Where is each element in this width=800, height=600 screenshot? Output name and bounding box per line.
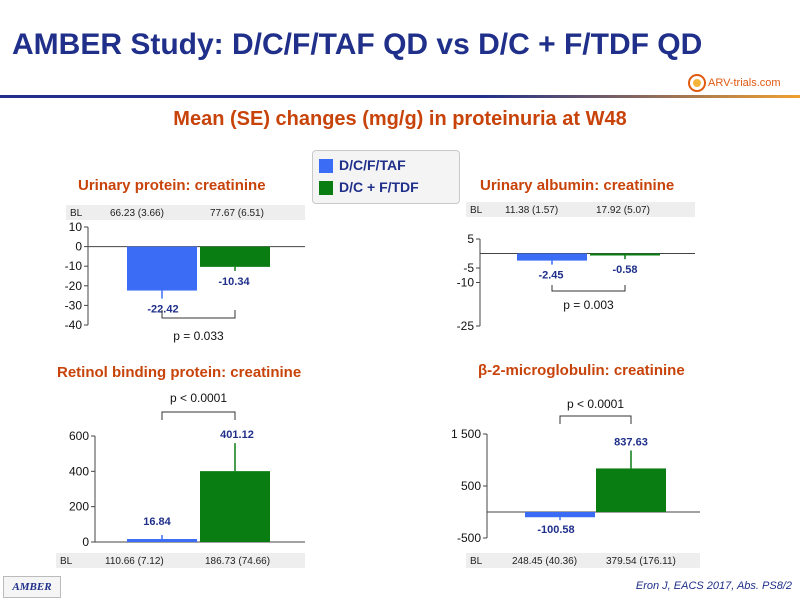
legend-label-tdf: D/C + F/TDF [339, 179, 419, 195]
panel-title-retinol: Retinol binding protein: creatinine [57, 364, 302, 381]
bar-taf [525, 512, 595, 518]
y-tick-label: 0 [82, 535, 89, 549]
y-tick-label: -5 [463, 261, 474, 275]
p-value-bracket [559, 415, 632, 424]
logo-icon [688, 74, 706, 92]
y-tick-label: -10 [65, 259, 83, 273]
baseline-value: 66.23 (3.66) [110, 208, 164, 219]
baseline-value: 110.66 (7.12) [105, 556, 164, 567]
y-tick-label: 200 [69, 500, 89, 514]
value-label: 401.12 [220, 429, 254, 441]
p-value: p < 0.0001 [170, 391, 227, 405]
y-tick-label: -25 [457, 319, 475, 333]
legend-label-taf: D/C/F/TAF [339, 157, 406, 173]
legend-item-tdf: D/C + F/TDF [319, 179, 419, 196]
y-tick-label: 10 [69, 220, 83, 234]
legend-swatch-taf [319, 159, 333, 174]
baseline-label: BL [60, 556, 73, 567]
panel-title-urinary-protein: Urinary protein: creatinine [78, 177, 266, 194]
bar-tdf [596, 468, 666, 512]
y-tick-label: 1 500 [451, 427, 481, 441]
bar-tdf [200, 246, 270, 267]
legend: D/C/F/TAF D/C + F/TDF [312, 150, 460, 204]
p-value: p = 0.003 [563, 298, 614, 312]
value-label: -10.34 [218, 276, 250, 288]
value-label: -0.58 [612, 264, 637, 276]
p-value-bracket [161, 310, 236, 319]
baseline-value: 379.54 (176.11) [606, 556, 676, 567]
y-tick-label: 0 [75, 240, 82, 254]
value-label: 16.84 [143, 516, 171, 528]
value-label: -100.58 [537, 524, 574, 536]
value-label: -2.45 [538, 270, 563, 282]
bar-taf [517, 253, 587, 261]
value-label: 837.63 [614, 436, 648, 448]
y-tick-label: -20 [65, 279, 83, 293]
bar-tdf [200, 471, 270, 542]
title-divider [0, 95, 800, 98]
baseline-value: 77.67 (6.51) [210, 208, 264, 219]
logo-text: ARV-trials.com [708, 76, 781, 89]
y-tick-label: -10 [457, 276, 475, 290]
baseline-value: 11.38 (1.57) [505, 205, 558, 216]
p-value: p < 0.0001 [567, 397, 624, 411]
y-tick-label: 5 [467, 232, 474, 246]
baseline-value: 186.73 (74.66) [205, 556, 270, 567]
baseline-row-bg-0 [66, 205, 305, 220]
p-value-bracket [551, 285, 626, 292]
y-tick-label: -40 [65, 318, 83, 332]
p-value-bracket [161, 411, 236, 420]
bar-tdf [590, 253, 660, 256]
baseline-row-bg-3 [466, 553, 700, 568]
y-tick-label: -500 [457, 531, 481, 545]
legend-swatch-tdf [319, 181, 333, 196]
value-label: -22.42 [147, 304, 178, 316]
p-value: p = 0.033 [173, 329, 224, 343]
panel-title-b2m: β-2-microglobulin: creatinine [478, 362, 685, 379]
y-tick-label: 400 [69, 464, 89, 478]
legend-item-taf: D/C/F/TAF [319, 157, 406, 174]
slide-title: AMBER Study: D/C/F/TAF QD vs D/C + F/TDF… [12, 28, 703, 61]
baseline-value: 17.92 (5.07) [596, 205, 650, 216]
baseline-row-bg-1 [466, 202, 695, 217]
arv-trials-logo: ARV-trials.com [688, 74, 781, 92]
footer-citation: Eron J, EACS 2017, Abs. PS8/2 [635, 580, 792, 592]
footer-study-badge: AMBER [3, 576, 61, 598]
baseline-label: BL [70, 208, 83, 219]
baseline-row-bg-2 [56, 553, 305, 568]
baseline-value: 248.45 (40.36) [512, 556, 577, 567]
y-tick-label: -30 [65, 298, 83, 312]
baseline-label: BL [470, 556, 483, 567]
slide-subtitle: Mean (SE) changes (mg/g) in proteinuria … [173, 108, 627, 130]
bar-taf [127, 246, 197, 291]
y-tick-label: 600 [69, 429, 89, 443]
y-tick-label: 500 [461, 479, 481, 493]
baseline-label: BL [470, 205, 483, 216]
panel-title-urinary-albumin: Urinary albumin: creatinine [480, 177, 675, 194]
bar-taf [127, 539, 197, 542]
